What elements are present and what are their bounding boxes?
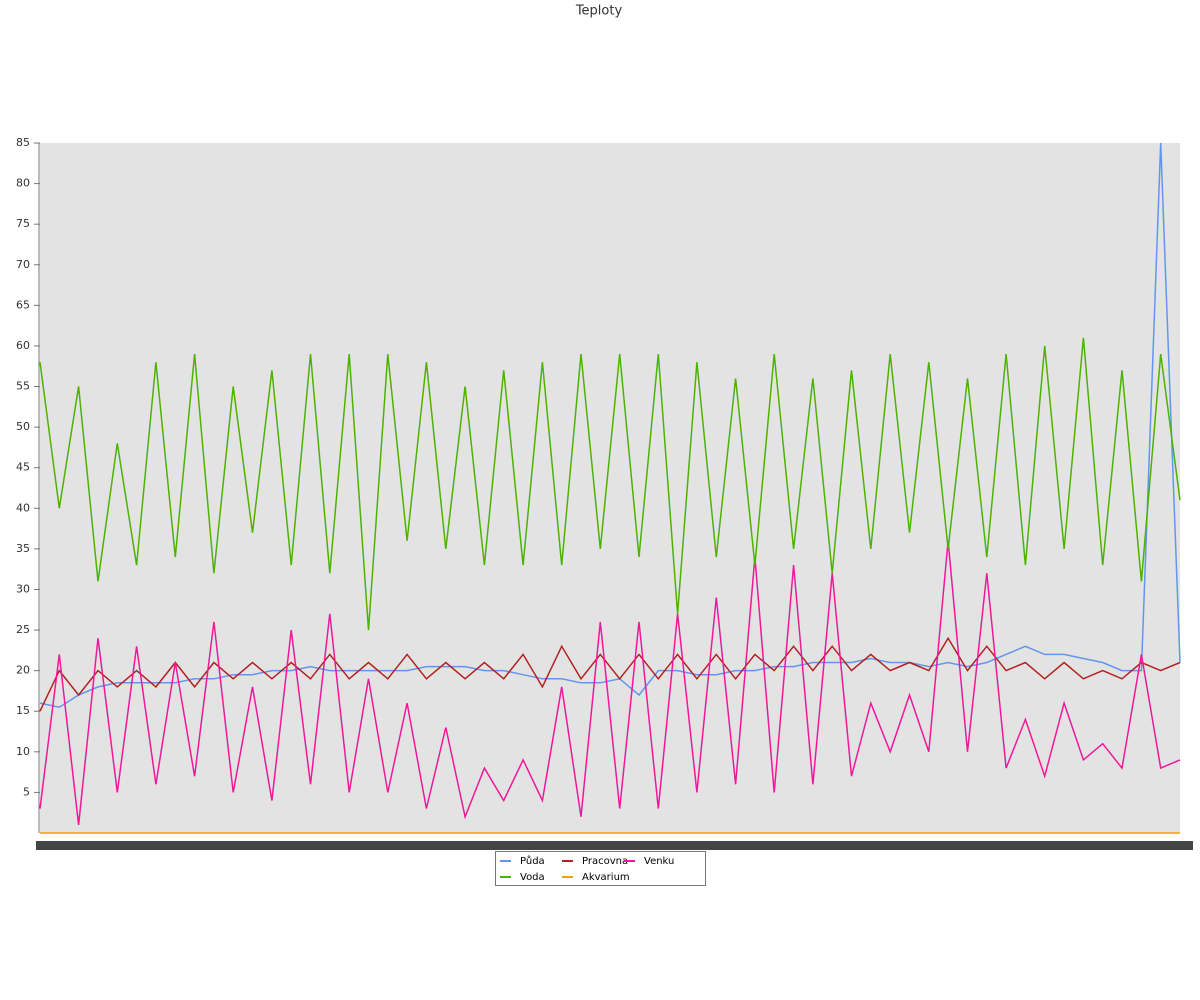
y-tick-label: 70 xyxy=(16,258,30,271)
legend-label: Pracovna xyxy=(582,856,628,867)
legend xyxy=(495,851,706,886)
chart-title: Teploty xyxy=(575,4,623,19)
y-tick-label: 25 xyxy=(16,623,30,636)
y-tick-label: 80 xyxy=(16,177,30,190)
series-line xyxy=(39,636,1181,712)
y-tick-label: 5 xyxy=(23,785,30,798)
legend-label: Akvarium xyxy=(582,872,630,883)
y-tick-label: 60 xyxy=(16,339,30,352)
y-tick-label: 85 xyxy=(16,136,30,149)
legend-label: Venku xyxy=(644,856,674,867)
y-tick-label: 15 xyxy=(16,704,30,717)
y-tick-label: 35 xyxy=(16,542,30,555)
y-tick-label: 10 xyxy=(16,745,30,758)
plot-area xyxy=(40,143,1180,833)
y-tick-label: 55 xyxy=(16,380,30,393)
y-tick-label: 45 xyxy=(16,461,30,474)
y-tick-label: 20 xyxy=(16,664,30,677)
y-tick-label: 40 xyxy=(16,501,30,514)
y-tick-label: 30 xyxy=(16,582,30,595)
legend-label: Půda xyxy=(520,855,545,867)
legend-label: Voda xyxy=(520,872,545,883)
x-axis-labels xyxy=(36,841,1193,850)
y-tick-label: 75 xyxy=(16,217,30,230)
series-line xyxy=(39,540,1181,825)
series-line xyxy=(39,337,1181,631)
y-tick-label: 50 xyxy=(16,420,30,433)
y-tick-label: 65 xyxy=(16,298,30,311)
